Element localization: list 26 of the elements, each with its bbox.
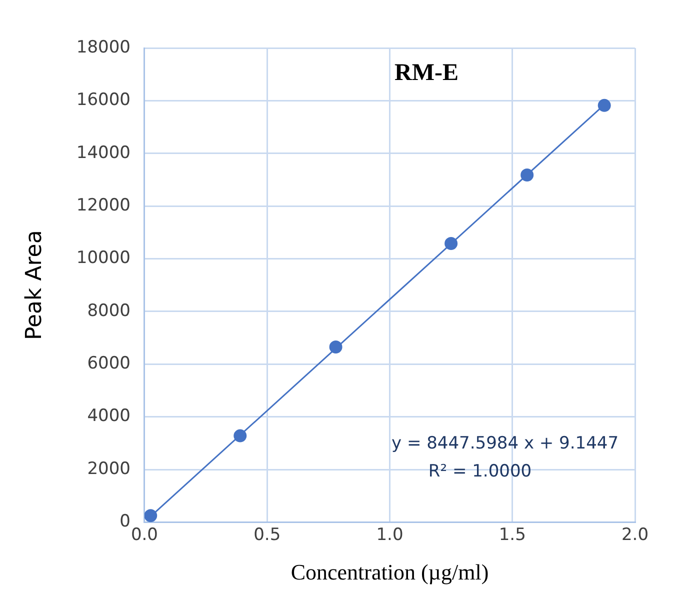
y-tick-label: 8000 (87, 300, 130, 321)
x-tick-label: 0.5 (254, 524, 281, 545)
point (598, 98, 611, 112)
point (329, 340, 342, 354)
x-tick-label: 1.0 (376, 524, 404, 545)
point (234, 429, 247, 442)
x-tick-label: 1.5 (498, 524, 526, 545)
y-tick-label: 6000 (87, 354, 130, 374)
x-tick-label: 0.0 (130, 524, 158, 545)
y-tick-label: 14000 (76, 142, 130, 163)
y-tick-label: 10000 (76, 248, 130, 268)
y-tick-label: 4000 (87, 406, 130, 426)
point (144, 509, 158, 522)
point (444, 236, 458, 250)
x-axis-title: Concentration (µg/ml) (290, 560, 489, 585)
y-axis-title: Peak Area (22, 230, 47, 340)
text: RM-E (394, 60, 459, 86)
y-tick-label: 16000 (76, 90, 130, 110)
y-tick-label: 2000 (87, 458, 130, 479)
y-tick-label: 0 (120, 512, 130, 532)
point (520, 168, 534, 182)
annotation: y = 8447.5984 x + 9.1447 (391, 434, 619, 454)
y-tick-label: 12000 (76, 195, 130, 216)
x-tick-label: 2.0 (621, 524, 649, 545)
annotation: R² = 1.0000 (428, 462, 532, 482)
y-tick-label: 18000 (76, 37, 130, 58)
